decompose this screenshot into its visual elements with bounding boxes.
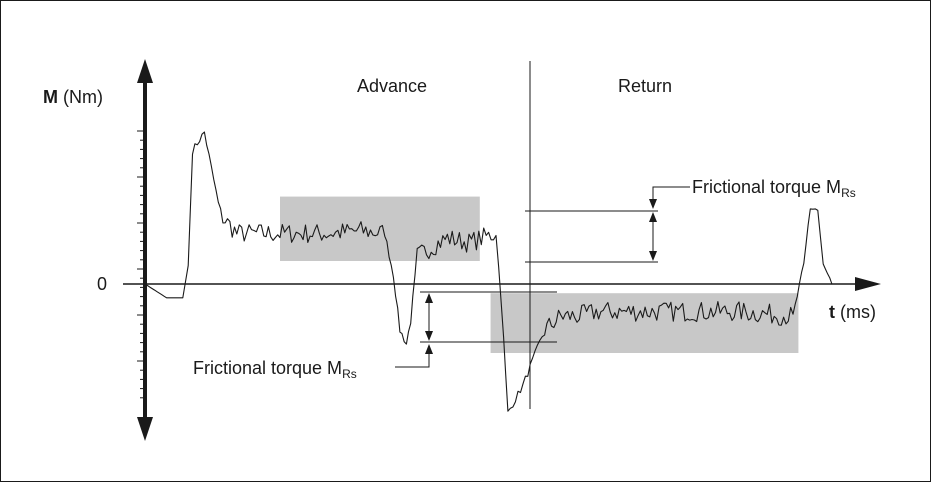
- x-axis-label-unit: (ms): [835, 302, 876, 322]
- phase-label-return: Return: [618, 76, 672, 96]
- annotation-friction-upper: Frictional torque MRs: [692, 177, 856, 200]
- y-axis-arrowhead-bottom: [137, 417, 153, 441]
- x-axis-label: t (ms): [829, 302, 876, 322]
- phase-label-advance: Advance: [357, 76, 427, 96]
- series-torque-line: [144, 131, 833, 412]
- x-axis-arrowhead: [855, 277, 881, 291]
- friction-bracket-upper-arrow-top: [649, 212, 657, 222]
- y-axis-label: M (Nm): [43, 87, 103, 107]
- annotation-friction-upper-text: Frictional torque M: [692, 177, 841, 197]
- annotation-friction-upper-sub: Rs: [841, 186, 856, 200]
- annotation-friction-lower: Frictional torque MRs: [193, 358, 357, 381]
- y-axis-label-symbol: M: [43, 87, 58, 107]
- y-axis-arrowhead-top: [137, 59, 153, 83]
- y-axis-label-unit: (Nm): [58, 87, 103, 107]
- friction-bracket-upper-arrow-bottom: [649, 251, 657, 261]
- friction-bracket-upper: [525, 186, 690, 263]
- y-tick-zero: 0: [97, 274, 107, 294]
- friction-bracket-lower-pointer: [425, 344, 433, 354]
- annotation-friction-lower-text: Frictional torque M: [193, 358, 342, 378]
- friction-bracket-upper-pointer: [649, 199, 657, 209]
- friction-bracket-lower-arrow-bottom: [425, 331, 433, 341]
- x-axis-label-symbol: t: [829, 302, 835, 322]
- friction-band-2: [490, 293, 799, 353]
- friction-bracket-lower-arrow-top: [425, 293, 433, 303]
- annotation-friction-lower-sub: Rs: [342, 367, 357, 381]
- friction-bracket-lower: [395, 291, 557, 368]
